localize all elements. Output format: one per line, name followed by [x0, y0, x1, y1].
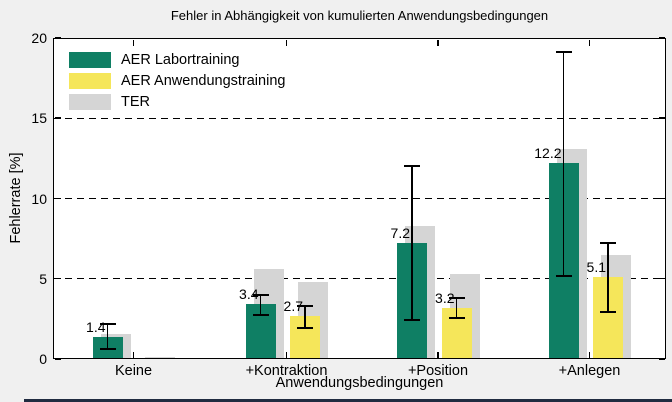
- x-category-label: Keine: [114, 363, 153, 379]
- bar-value-label: 12.2: [534, 145, 562, 162]
- y-tick: [658, 197, 665, 199]
- x-tick: [437, 39, 439, 46]
- legend-label: AER Anwendungstraining: [121, 72, 286, 89]
- error-bar-green-cap: [99, 348, 116, 351]
- x-tick: [285, 39, 288, 46]
- error-bar-yellow-cap: [600, 310, 616, 313]
- gridline: [53, 117, 666, 119]
- x-axis-label: Anwendungsbedingungen: [275, 375, 444, 391]
- bar-value-label: 3.4: [239, 286, 259, 303]
- error-bar-yellow-cap: [600, 242, 616, 245]
- error-bar-yellow-cap: [297, 326, 313, 329]
- legend-swatch-green: [69, 51, 111, 68]
- error-bar-green-cap: [555, 51, 572, 54]
- y-tick: [54, 277, 61, 280]
- y-tick: [658, 37, 665, 39]
- error-bar-yellow-cap: [448, 297, 465, 299]
- window-edge: [24, 399, 672, 402]
- error-bar-green-cap: [404, 165, 420, 168]
- y-tick: [54, 117, 61, 119]
- error-bar-green: [411, 166, 413, 320]
- error-bar-green: [562, 52, 565, 276]
- error-bar-yellow: [607, 243, 609, 312]
- bar-value-label: 1.4: [86, 318, 106, 335]
- error-bar-yellow: [304, 306, 306, 328]
- x-tick: [588, 351, 591, 358]
- error-bar-yellow-cap: [297, 305, 313, 308]
- y-tick-label: 10: [31, 190, 47, 207]
- x-tick: [437, 351, 439, 358]
- x-category-label: +Position: [407, 363, 469, 379]
- y-tick-label: 20: [31, 30, 47, 46]
- y-tick: [54, 358, 61, 360]
- y-tick: [658, 117, 665, 119]
- legend-label: AER Labortraining: [121, 51, 240, 68]
- chart-title: Fehler in Abhängigkeit von kumulierten A…: [170, 8, 549, 23]
- x-tick: [588, 39, 591, 46]
- x-tick: [132, 39, 135, 46]
- error-bar-green-cap: [252, 313, 269, 316]
- bar-aer-anwendungstraining: [137, 358, 167, 359]
- bar-value-label: 3.2: [435, 289, 455, 306]
- y-tick-label: 15: [31, 110, 47, 127]
- legend-swatch-yellow: [69, 72, 111, 89]
- x-tick: [132, 351, 135, 358]
- error-bar-green-cap: [252, 293, 269, 296]
- x-category-label: +Anlegen: [558, 363, 621, 379]
- y-tick: [54, 37, 61, 39]
- legend: AER Labortraining AER Anwendungstraining…: [69, 49, 285, 112]
- gridline: [53, 278, 666, 280]
- y-tick-label: 5: [39, 270, 47, 287]
- error-bar-yellow: [455, 298, 458, 319]
- legend-item-ter: TER: [69, 91, 285, 112]
- legend-item-aer-anwendungstraining: AER Anwendungstraining: [69, 70, 285, 91]
- error-bar-yellow-cap: [448, 317, 465, 320]
- legend-swatch-gray: [69, 93, 111, 110]
- error-bar-green-cap: [555, 274, 572, 277]
- error-bar-green-cap: [99, 322, 116, 325]
- x-category-label: +Kontraktion: [245, 363, 328, 379]
- error-bar-green: [259, 294, 262, 315]
- legend-label: TER: [121, 93, 150, 110]
- gridline: [53, 198, 666, 199]
- y-tick: [658, 358, 665, 360]
- error-bar-green: [106, 323, 109, 350]
- bar-value-label: 2.7: [283, 297, 303, 314]
- y-tick-label: 0: [39, 351, 47, 367]
- legend-item-aer-labortraining: AER Labortraining: [69, 49, 285, 70]
- bar-value-label: 5.1: [586, 259, 606, 276]
- error-bar-green-cap: [404, 318, 420, 321]
- x-tick: [285, 351, 288, 358]
- y-tick: [658, 277, 665, 280]
- bar-value-label: 7.2: [390, 225, 410, 242]
- y-tick: [54, 197, 61, 199]
